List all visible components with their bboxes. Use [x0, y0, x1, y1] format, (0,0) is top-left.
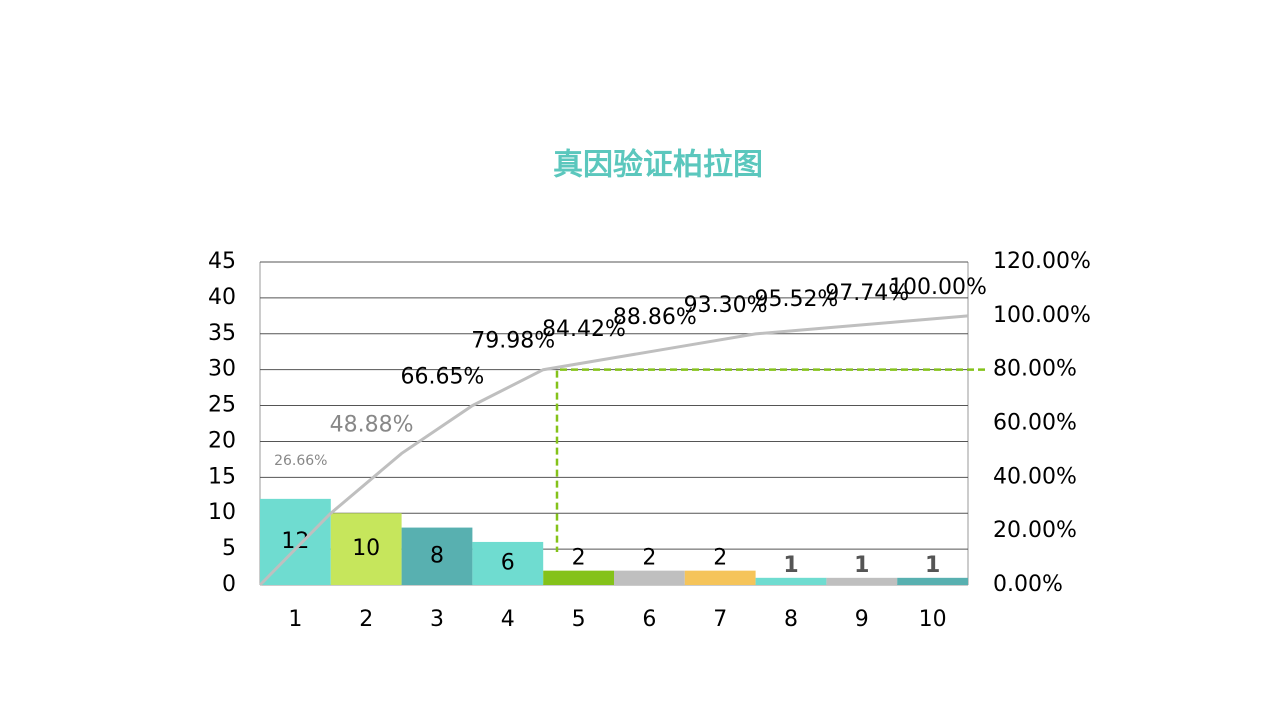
bar-value-label: 10 [352, 536, 380, 561]
bar [684, 570, 756, 585]
y-tick-label: 30 [208, 357, 236, 382]
bar-value-label: 1 [854, 553, 869, 578]
x-tick-label: 1 [288, 607, 302, 632]
threshold-line [555, 368, 985, 552]
y2-tick-label: 40.00% [993, 464, 1077, 489]
line-value-label: 97.74% [825, 281, 909, 306]
y2-tick-label: 0.00% [993, 572, 1063, 597]
y-tick-label: 0 [222, 572, 236, 597]
bar [755, 577, 827, 585]
bar [826, 577, 898, 585]
line-origin-segment [258, 512, 332, 587]
bar-value-label: 2 [572, 546, 586, 571]
chart-title: 真因验证柏拉图 [553, 148, 763, 183]
bar-value-label: 8 [430, 543, 444, 568]
y-tick-label: 25 [208, 393, 236, 418]
y2-tick-label: 80.00% [993, 357, 1077, 382]
x-tick-label: 10 [919, 607, 947, 632]
line-value-label: 93.30% [684, 293, 768, 318]
bar [897, 577, 968, 585]
x-tick-label: 6 [642, 607, 656, 632]
line-value-label: 66.65% [400, 365, 484, 390]
x-tick-label: 3 [430, 607, 444, 632]
line-value-label: 100.00% [889, 275, 987, 300]
line-value-label: 95.52% [754, 287, 838, 312]
bar [401, 527, 473, 585]
y2-tick-label: 60.00% [993, 411, 1077, 436]
y2-tick-label: 20.00% [993, 518, 1077, 543]
x-tick-label: 8 [784, 607, 798, 632]
bar-value-label: 2 [642, 546, 656, 571]
x-tick-label: 5 [572, 607, 586, 632]
y-tick-label: 5 [222, 536, 236, 561]
y-tick-label: 20 [208, 428, 236, 453]
x-tick-label: 7 [713, 607, 727, 632]
bar [260, 498, 331, 585]
line-value-label: 48.88% [330, 412, 414, 437]
y-tick-label: 10 [208, 500, 236, 525]
cumulative-line [329, 314, 969, 515]
y-tick-label: 45 [208, 249, 236, 274]
x-tick-label: 2 [359, 607, 373, 632]
bar-value-label: 1 [783, 553, 798, 578]
bar [330, 513, 402, 585]
x-tick-label: 9 [855, 607, 869, 632]
y2-tick-label: 120.00% [993, 249, 1091, 274]
bar [472, 541, 544, 585]
bar-value-label: 1 [925, 553, 940, 578]
y-tick-label: 35 [208, 321, 236, 346]
line-value-label: 79.98% [471, 329, 555, 354]
line-value-label: 88.86% [613, 305, 697, 330]
y-tick-label: 15 [208, 464, 236, 489]
bar [614, 570, 685, 585]
y2-tick-label: 100.00% [993, 303, 1091, 328]
line-value-label: 26.66% [274, 453, 327, 469]
bar-value-label: 6 [501, 550, 515, 575]
x-tick-label: 4 [501, 607, 515, 632]
bar [543, 570, 614, 585]
y-tick-label: 40 [208, 285, 236, 310]
bar-value-label: 2 [713, 546, 727, 571]
line-value-label: 84.42% [542, 317, 626, 342]
